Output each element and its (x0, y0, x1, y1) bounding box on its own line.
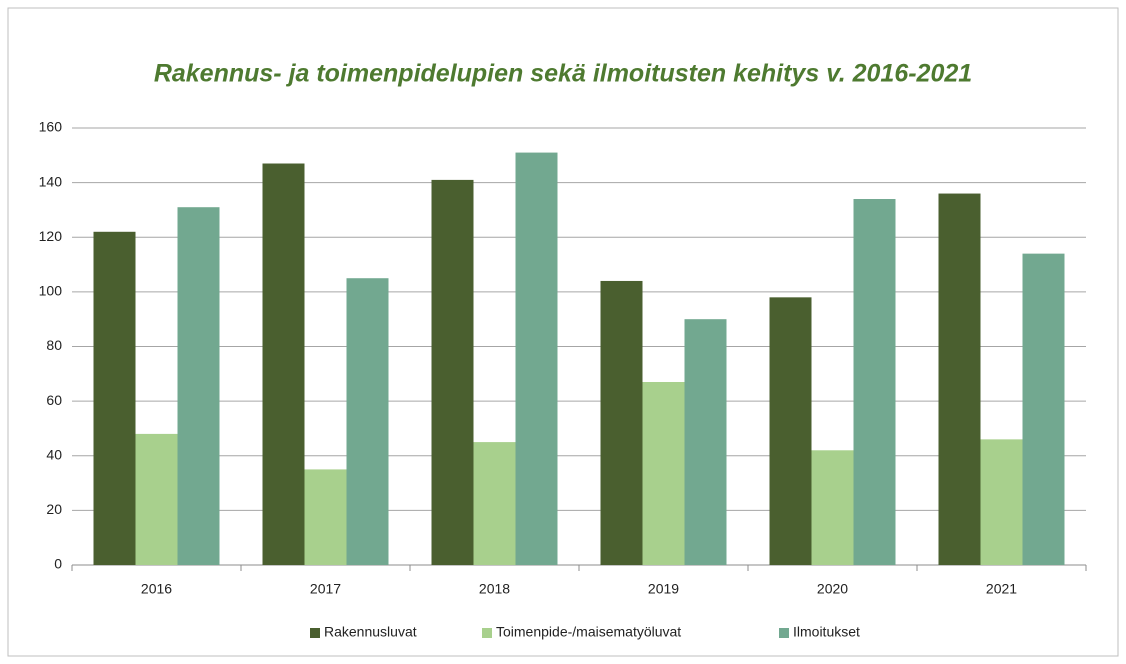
x-tick-label: 2017 (310, 581, 341, 597)
bar (811, 450, 854, 565)
y-tick-label: 100 (39, 283, 63, 299)
bar (938, 193, 981, 566)
bar (177, 207, 220, 566)
legend-label: Rakennusluvat (324, 624, 417, 640)
bar (135, 433, 178, 565)
x-tick-label: 2020 (817, 581, 848, 597)
bar (684, 319, 727, 565)
legend-swatch (310, 628, 320, 638)
bar (853, 199, 896, 565)
bar (980, 439, 1023, 565)
y-tick-label: 60 (46, 392, 62, 408)
bar (600, 280, 643, 565)
bar (473, 442, 516, 565)
bar (262, 163, 305, 565)
bar (304, 469, 347, 565)
legend-swatch (482, 628, 492, 638)
y-tick-label: 140 (39, 173, 63, 189)
x-tick-label: 2016 (141, 581, 172, 597)
chart-title: Rakennus- ja toimenpidelupien sekä ilmoi… (154, 60, 972, 88)
bar (346, 278, 389, 565)
bar (769, 297, 812, 565)
legend-label: Toimenpide-/maisematyöluvat (496, 624, 681, 640)
bar (515, 152, 558, 566)
bar (1022, 253, 1065, 565)
x-tick-label: 2018 (479, 581, 510, 597)
y-tick-label: 40 (46, 446, 62, 462)
legend-swatch (779, 628, 789, 638)
legend-label: Ilmoitukset (793, 624, 860, 640)
bar (93, 231, 136, 565)
y-tick-label: 80 (46, 337, 62, 353)
y-tick-label: 0 (54, 556, 62, 572)
x-tick-label: 2019 (648, 581, 679, 597)
bar (431, 179, 474, 566)
y-tick-label: 20 (46, 501, 62, 517)
x-tick-label: 2021 (986, 581, 1017, 597)
bar (642, 382, 685, 565)
y-tick-label: 160 (39, 119, 63, 135)
y-tick-label: 120 (39, 228, 63, 244)
